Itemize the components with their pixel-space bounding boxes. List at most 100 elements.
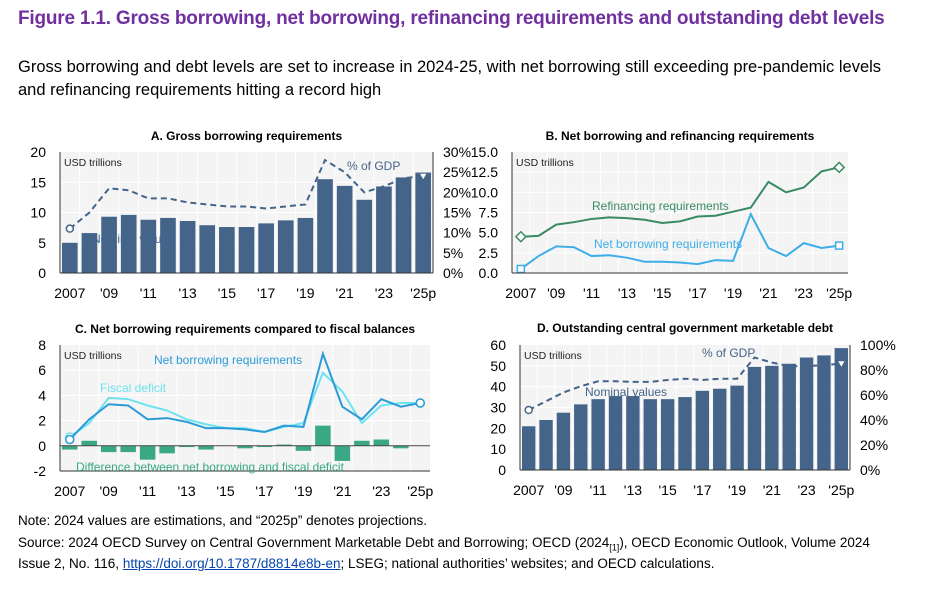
bar — [539, 420, 553, 470]
bar — [315, 425, 331, 446]
x-tick-label: '15 — [218, 285, 236, 301]
panel-b: 0.0 2.5 5.0 7.5 10.0 12.5 15.0 2007 '09 '11 '13 '15… — [471, 129, 853, 301]
bar — [101, 216, 117, 273]
x-tick-label: 2007 — [505, 285, 536, 301]
bar — [120, 445, 136, 453]
x-tick-label: '17 — [257, 285, 275, 301]
y-tick-label: 20 — [490, 420, 506, 436]
x-tick-label: '13 — [624, 482, 642, 498]
x-tick-label: '11 — [583, 285, 600, 301]
bar — [198, 445, 214, 450]
bar — [356, 199, 373, 273]
bar — [62, 445, 78, 450]
x-tick-label: 2007 — [513, 482, 544, 498]
bar — [336, 185, 353, 273]
y2-tick-label: 20% — [860, 437, 888, 453]
bar — [81, 440, 97, 446]
diamond-marker — [833, 161, 846, 174]
x-tick-label: '17 — [255, 483, 273, 499]
x-tick-label: '25p — [826, 285, 852, 301]
y-tick-label: 10.0 — [471, 184, 498, 200]
series-line — [69, 158, 424, 230]
bar — [178, 445, 195, 448]
y2-tick-label: 25% — [443, 164, 471, 180]
x-tick-label: '25p — [828, 482, 854, 498]
bar — [747, 366, 762, 470]
y-tick-label: 0 — [498, 462, 506, 478]
y2-tick-label: 80% — [860, 362, 888, 378]
bar — [159, 445, 175, 454]
x-tick-label: '23 — [372, 483, 390, 499]
note: Note: 2024 values are estimations, and “… — [18, 513, 428, 528]
bar — [179, 220, 196, 273]
y-tick-label: 20 — [30, 144, 46, 160]
bar — [415, 172, 431, 273]
x-tick-label: '13 — [177, 483, 195, 499]
bar — [395, 177, 412, 273]
bar — [799, 357, 814, 470]
y-tick-label: 5.0 — [479, 225, 499, 241]
bar — [160, 217, 176, 273]
series-line — [520, 211, 840, 270]
x-tick-label: 2007 — [54, 285, 85, 301]
series-label: Nominal values — [92, 232, 174, 246]
x-tick-label: '21 — [333, 483, 351, 499]
bar — [140, 219, 157, 273]
x-tick-label: '15 — [216, 483, 234, 499]
source-text: Source: 2024 OECD Survey on Central Gove… — [18, 535, 610, 550]
y-tick-label: 0 — [38, 438, 46, 454]
bar — [120, 214, 137, 273]
bar — [139, 445, 156, 460]
bar — [660, 399, 675, 470]
y-tick-label: 0 — [38, 265, 46, 281]
source-line-1: Source: 2024 OECD Survey on Central Gove… — [18, 535, 870, 553]
y-tick-label: 2.5 — [479, 245, 499, 261]
source-text: ; LSEG; national authorities’ websites; … — [340, 556, 715, 571]
x-tick-label: '25p — [410, 285, 436, 301]
x-tick-label: '19 — [294, 483, 312, 499]
bar — [678, 397, 692, 470]
bar — [354, 440, 370, 446]
x-tick-label: '13 — [618, 285, 636, 301]
y-tick-label: 5 — [38, 235, 46, 251]
series-line — [520, 166, 840, 238]
bar — [219, 227, 235, 273]
bar — [817, 355, 831, 470]
y-tick-label: 40 — [490, 379, 506, 395]
x-tick-label: '25p — [407, 483, 433, 499]
series-label: Nominal values — [585, 385, 667, 399]
bar — [62, 242, 78, 273]
bar — [393, 445, 409, 449]
y2-tick-label: 20% — [443, 184, 471, 200]
panel-title: B. Net borrowing and refinancing require… — [546, 129, 815, 143]
bar — [591, 399, 605, 470]
bar — [199, 225, 216, 273]
figure-subtitle: Gross borrowing and debt levels are set … — [18, 58, 882, 99]
x-tick-label: '09 — [100, 285, 118, 301]
y2-tick-label: 0% — [860, 462, 880, 478]
x-tick-label: '15 — [653, 285, 671, 301]
bar — [713, 388, 727, 470]
y-tick-label: 60 — [490, 337, 506, 353]
x-tick-label: '23 — [375, 285, 393, 301]
y-tick-label: 7.5 — [479, 205, 499, 221]
x-tick-label: '13 — [178, 285, 196, 301]
x-tick-label: '17 — [689, 285, 707, 301]
bar — [608, 396, 623, 470]
panel-d: 0 10 20 30 40 50 60 0% 20% 40% 60% 80% 100% 2007 '09 '1… — [490, 321, 895, 498]
y-tick-label: 10 — [30, 205, 46, 221]
source-ref[interactable]: [1] — [609, 542, 620, 553]
x-tick-label: '23 — [795, 285, 813, 301]
doi-link[interactable]: https://doi.org/10.1787/d8814e8b-en — [122, 556, 341, 571]
x-tick-label: '17 — [693, 482, 711, 498]
y-tick-label: 6 — [38, 362, 46, 378]
bar — [256, 445, 273, 448]
series-label: Difference between net borrowing and fis… — [76, 460, 345, 474]
x-tick-label: '19 — [296, 285, 314, 301]
y-tick-label: 15 — [30, 174, 46, 190]
x-tick-label: '19 — [724, 285, 742, 301]
y2-tick-label: 10% — [443, 225, 471, 241]
unit-label: USD trillions — [64, 157, 122, 169]
bar — [297, 217, 314, 273]
unit-label: USD trillions — [524, 350, 582, 362]
